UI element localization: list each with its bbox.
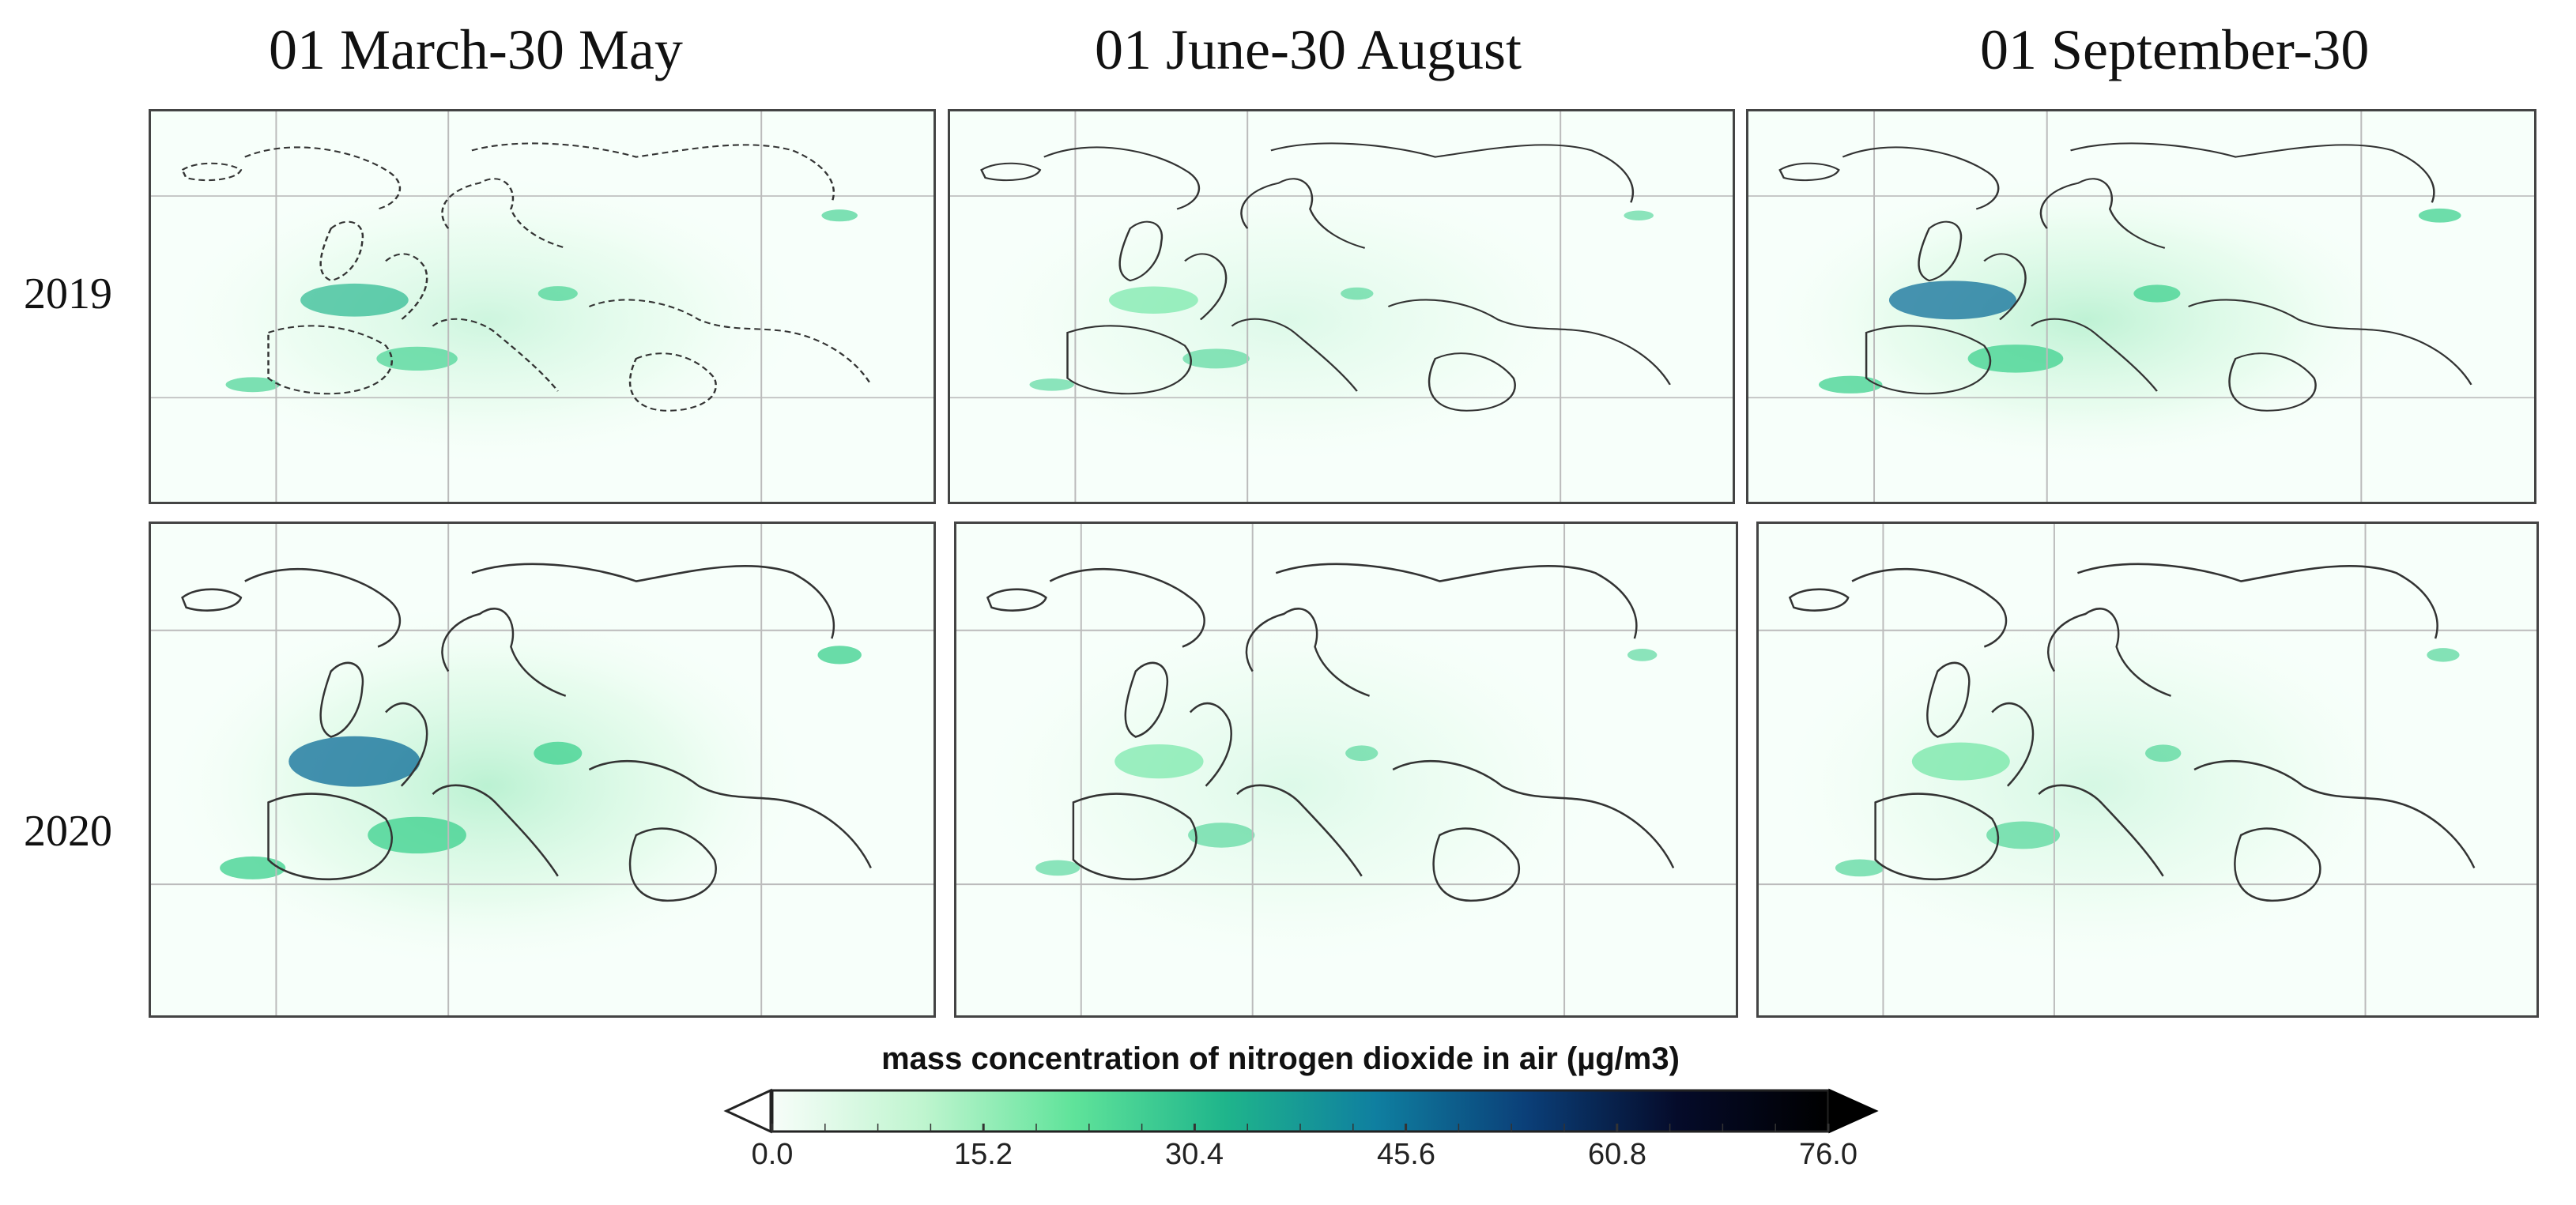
coastline	[986, 588, 1047, 612]
coastline	[181, 162, 243, 182]
no2-hotspot	[1188, 823, 1255, 848]
colorbar-min-arrow	[723, 1088, 772, 1134]
no2-hotspot	[289, 736, 421, 787]
no2-plume	[158, 597, 817, 975]
colorbar-tick: 45.6	[1377, 1138, 1435, 1171]
no2-hotspot	[1345, 745, 1379, 762]
no2-hotspot	[1029, 378, 1074, 391]
colorbar-tick: 30.4	[1165, 1138, 1224, 1171]
coastline	[1851, 563, 2476, 902]
coastline	[980, 162, 1042, 182]
no2-hotspot	[537, 286, 578, 302]
coastline	[1778, 162, 1840, 182]
coastline	[319, 661, 364, 738]
no2-hotspot	[220, 856, 286, 879]
no2-hotspot	[1341, 287, 1374, 300]
no2-plume	[957, 170, 1616, 469]
no2-hotspot	[2427, 648, 2460, 662]
no2-hotspot	[1835, 859, 1884, 877]
no2-hotspot	[1115, 744, 1204, 779]
coastline	[244, 142, 872, 412]
no2-hotspot	[2144, 744, 2182, 763]
no2-hotspot	[1182, 348, 1250, 369]
no2-hotspot	[1911, 742, 2010, 781]
column-title-summer: 01 June-30 August	[1095, 18, 1522, 81]
colorbar	[723, 1088, 1879, 1134]
no2-hotspot	[817, 646, 862, 665]
map-svg	[151, 111, 933, 502]
colorbar-tick: 76.0	[1799, 1138, 1858, 1171]
map-panel-2020-autumn	[1756, 522, 2539, 1018]
map-panel-2020-summer	[954, 522, 1738, 1018]
no2-hotspot	[1627, 648, 1658, 661]
row-label-2019: 2019	[24, 269, 112, 318]
no2-hotspot	[1967, 345, 2064, 373]
no2-hotspot	[2418, 208, 2461, 223]
map-panel-2020-spring	[149, 522, 936, 1018]
row-label-2020: 2020	[24, 807, 112, 856]
column-title-autumn: 01 September-30	[1980, 18, 2370, 81]
no2-hotspot	[1108, 286, 1198, 314]
coastline	[1043, 142, 1671, 412]
colorbar-title: mass concentration of nitrogen dioxide i…	[881, 1041, 1680, 1076]
no2-plume	[964, 597, 1620, 975]
colorbar-tick: 15.2	[954, 1138, 1013, 1171]
no2-hotspot	[1035, 860, 1081, 876]
no2-hotspot	[1818, 375, 1883, 394]
map-svg	[956, 524, 1736, 1015]
map-svg	[151, 524, 933, 1015]
no2-hotspot	[1624, 210, 1654, 220]
coastline	[244, 563, 872, 902]
no2-hotspot	[1986, 821, 2061, 849]
no2-plume	[1756, 170, 2416, 469]
coastline	[1118, 220, 1164, 282]
map-panel-2019-summer	[948, 109, 1735, 504]
coastline	[1842, 142, 2472, 412]
no2-hotspot	[225, 377, 280, 393]
coastline	[319, 220, 364, 282]
coastline	[1788, 588, 1850, 612]
colorbar-tick: 60.8	[1588, 1138, 1646, 1171]
no2-hotspot	[1888, 281, 2016, 320]
no2-hotspot	[376, 346, 458, 371]
coastline	[181, 588, 243, 612]
no2-plume	[158, 170, 817, 469]
coastline	[1049, 563, 1675, 902]
map-svg	[1759, 524, 2536, 1015]
map-svg	[950, 111, 1733, 502]
no2-hotspot	[300, 283, 409, 317]
coastline	[1124, 661, 1169, 738]
colorbar-max-arrow	[1828, 1088, 1879, 1134]
colorbar-tick: 0.0	[751, 1138, 794, 1171]
map-panel-2019-spring	[149, 109, 936, 504]
column-title-spring: 01 March-30 May	[269, 18, 683, 81]
coastline	[1918, 220, 1963, 282]
coastline	[1926, 661, 1971, 738]
no2-hotspot	[368, 816, 466, 854]
map-panel-2019-autumn	[1746, 109, 2536, 504]
map-svg	[1748, 111, 2534, 502]
no2-plume	[1766, 597, 2420, 975]
no2-hotspot	[821, 209, 858, 222]
no2-hotspot	[534, 741, 583, 765]
no2-hotspot	[2133, 284, 2181, 303]
